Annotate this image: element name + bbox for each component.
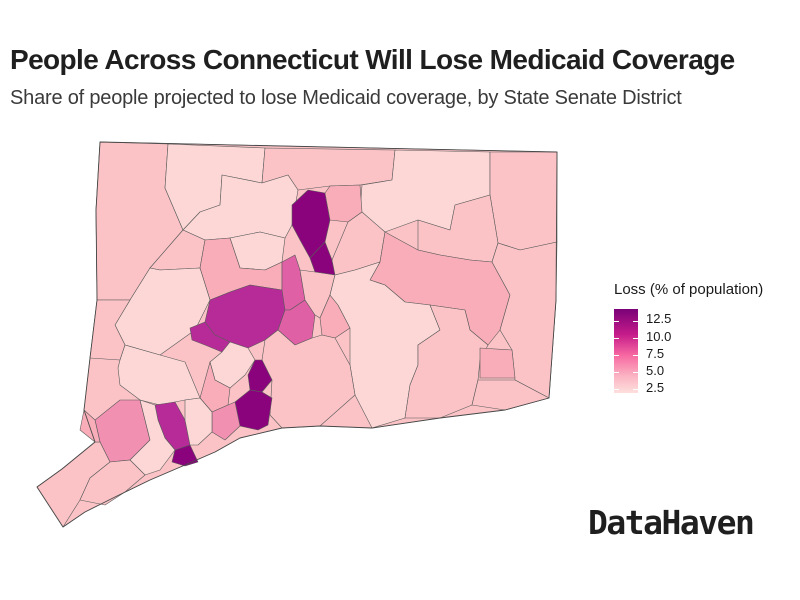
- district-region: [479, 347, 516, 379]
- legend-tick-label: 10.0: [646, 329, 672, 344]
- legend-tick-mark: [633, 321, 638, 322]
- legend-tick-mark: [614, 355, 619, 356]
- district-region: [129, 399, 176, 476]
- legend-tick-mark: [633, 355, 638, 356]
- state-outline: [36, 141, 558, 528]
- legend-tick-mark: [633, 372, 638, 373]
- district-region: [184, 397, 213, 446]
- legend-tick-mark: [614, 321, 619, 322]
- district-region: [171, 444, 199, 467]
- datahaven-logo: DataHaven: [588, 503, 755, 542]
- district-region: [79, 409, 101, 443]
- legend-tick-label: 5.0: [646, 363, 665, 378]
- legend-tick-mark: [633, 389, 638, 390]
- legend-color-bar: [614, 309, 638, 393]
- legend-tick-label: 2.5: [646, 380, 665, 395]
- legend-labels: 12.5 10.0 7.5 5.0 2.5: [646, 309, 706, 395]
- chart-subtitle: Share of people projected to lose Medica…: [10, 87, 682, 109]
- legend-tick-mark: [614, 389, 619, 390]
- district-region: [489, 151, 558, 251]
- district-region: [79, 459, 146, 506]
- legend-title: Loss (% of population): [614, 281, 764, 298]
- district-region: [234, 389, 273, 431]
- district-region: [404, 304, 489, 419]
- legend-tick-mark: [633, 338, 638, 339]
- legend-tick-label: 12.5: [646, 311, 672, 326]
- district-region: [261, 329, 356, 429]
- legend-tick-mark: [614, 338, 619, 339]
- legend-tick-mark: [614, 372, 619, 373]
- legend-tick-label: 7.5: [646, 346, 665, 361]
- chart-title: People Across Connecticut Will Lose Medi…: [10, 44, 735, 75]
